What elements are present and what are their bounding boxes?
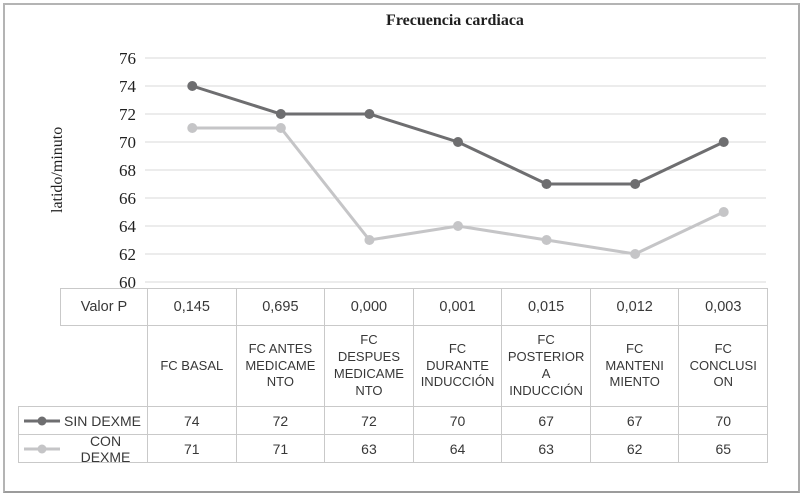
svg-text:76: 76 xyxy=(119,49,136,68)
p-value-cell: 0,145 xyxy=(147,288,237,326)
data-cell: 63 xyxy=(501,434,591,463)
data-cell: 72 xyxy=(324,406,414,435)
series-row-sin-dexme: SIN DEXME 74 72 72 70 67 67 70 xyxy=(18,406,769,435)
category-row-spacer xyxy=(18,325,147,407)
data-cell: 72 xyxy=(235,406,326,435)
p-row-spacer xyxy=(18,288,60,326)
p-value-cell: 0,000 xyxy=(324,288,414,326)
sin-dexme-legend-key-icon xyxy=(24,416,60,425)
data-cell: 67 xyxy=(589,406,680,435)
p-value-cell: 0,003 xyxy=(678,288,769,326)
data-cell: 70 xyxy=(678,406,769,435)
svg-text:60: 60 xyxy=(119,273,136,292)
category-header-cell: FC DURANTE INDUCCIÓN xyxy=(412,325,503,407)
data-cell: 70 xyxy=(412,406,503,435)
data-cell: 74 xyxy=(147,406,237,435)
chart-data-table: Valor P 0,145 0,695 0,000 0,001 0,015 0,… xyxy=(18,288,769,465)
chart-title: Frecuencia cardiaca xyxy=(386,12,524,29)
svg-text:62: 62 xyxy=(119,245,136,264)
p-value-row: Valor P 0,145 0,695 0,000 0,001 0,015 0,… xyxy=(18,288,769,326)
series-row-con-dexme: CON DEXME 71 71 63 64 63 62 65 xyxy=(18,432,769,465)
data-cell: 64 xyxy=(412,434,503,463)
category-header-row: FC BASAL FC ANTES MEDICAME NTO FC DESPUE… xyxy=(18,325,769,407)
series-label-sin-dexme: SIN DEXME xyxy=(18,406,148,435)
line-chart-plot-area: 60 62 64 66 68 70 72 74 76 xyxy=(119,49,766,292)
category-header-cell: FC ANTES MEDICAME NTO xyxy=(235,325,326,407)
svg-text:68: 68 xyxy=(119,161,136,180)
series-name: SIN DEXME xyxy=(64,412,142,429)
con-dexme-legend-key-icon xyxy=(24,444,60,453)
svg-text:70: 70 xyxy=(119,133,136,152)
series-name: CON DEXME xyxy=(80,432,131,465)
p-value-label: Valor P xyxy=(60,288,148,326)
category-header-cell: FC POSTERIOR A INDUCCIÓN xyxy=(501,325,591,407)
data-cell: 65 xyxy=(678,434,769,463)
category-header-cell: FC MANTENI MIENTO xyxy=(589,325,680,407)
data-cell: 71 xyxy=(147,434,237,463)
data-cell: 67 xyxy=(501,406,591,435)
category-header-cell: FC BASAL xyxy=(147,325,237,407)
data-cell: 63 xyxy=(324,434,414,463)
svg-text:74: 74 xyxy=(119,77,137,96)
data-cell: 62 xyxy=(589,434,680,463)
series-label-con-dexme: CON DEXME xyxy=(18,432,148,465)
p-value-cell: 0,012 xyxy=(589,288,680,326)
p-value-cell: 0,015 xyxy=(501,288,591,326)
p-value-cell: 0,001 xyxy=(412,288,503,326)
svg-text:72: 72 xyxy=(119,105,136,124)
svg-text:66: 66 xyxy=(119,189,136,208)
p-value-cell: 0,695 xyxy=(235,288,326,326)
svg-text:64: 64 xyxy=(119,217,137,236)
category-header-cell: FC CONCLUSI ON xyxy=(678,325,769,407)
data-cell: 71 xyxy=(235,434,326,463)
category-header-cell: FC DESPUES MEDICAME NTO xyxy=(324,325,414,407)
